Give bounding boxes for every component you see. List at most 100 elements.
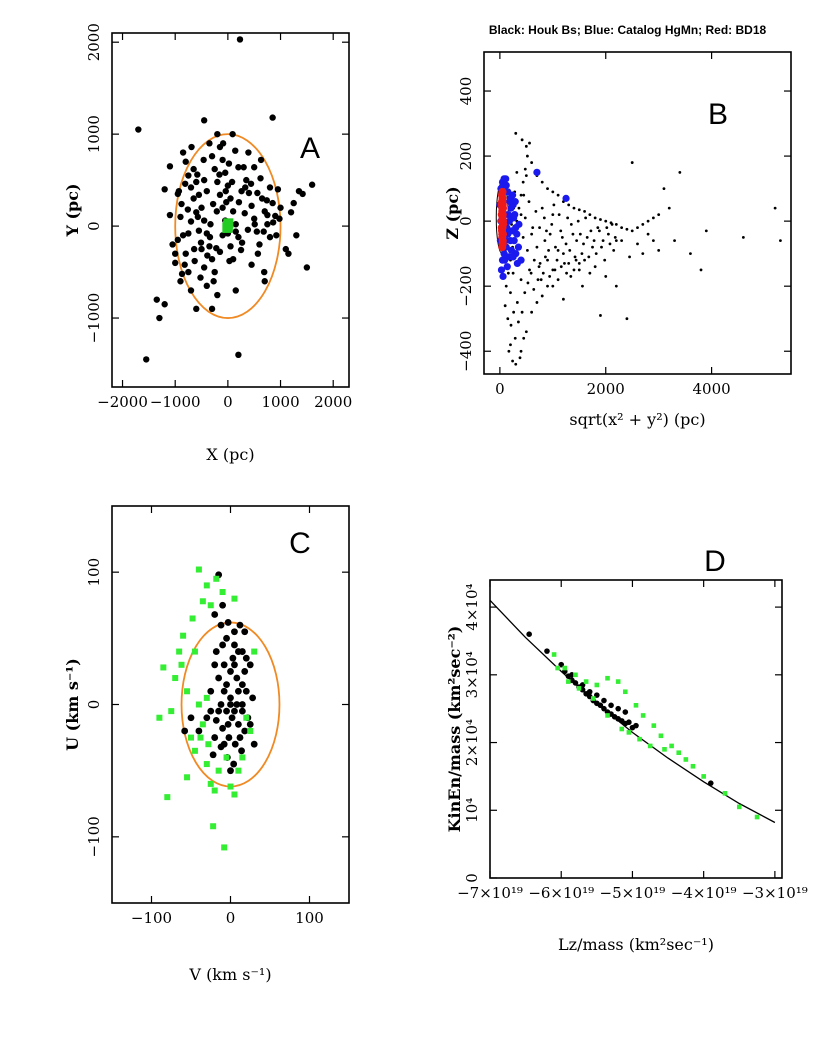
green-point [164, 794, 171, 801]
star-point [187, 184, 195, 191]
star-point [200, 217, 208, 224]
houk-point [628, 255, 631, 259]
star-point [235, 233, 242, 241]
y-tick-label: 100 [85, 558, 103, 587]
black-point [231, 707, 238, 715]
houk-point [773, 206, 777, 210]
y-tick-label: 4×10⁴ [463, 583, 481, 630]
houk-point [565, 271, 568, 275]
black-point [219, 641, 227, 649]
houk-point [521, 235, 525, 239]
black-point [227, 701, 234, 708]
black-point [229, 654, 237, 662]
houk-point [563, 262, 566, 265]
black-point [217, 621, 225, 629]
hgmn-point [499, 272, 507, 281]
star-point [232, 221, 239, 228]
houk-point [530, 310, 534, 314]
green-point [605, 675, 610, 681]
green-point [623, 689, 628, 695]
star-point [206, 140, 213, 147]
y-axis-label: U (km s⁻¹) [63, 658, 82, 751]
black-point [211, 611, 219, 618]
star-point [204, 252, 211, 259]
green-point [722, 791, 728, 796]
star-point [238, 239, 246, 246]
houk-point [507, 349, 511, 353]
houk-point [599, 218, 602, 221]
star-point [223, 198, 230, 206]
houk-point [534, 209, 538, 213]
x-tick-label: 4000 [693, 380, 731, 398]
houk-point [546, 284, 549, 288]
star-point [263, 197, 271, 204]
green-point [637, 736, 642, 742]
houk-point [532, 288, 536, 291]
green-point [184, 774, 191, 781]
green-point [658, 733, 664, 739]
bd18-point [498, 187, 507, 196]
x-axis-label: X (pc) [206, 445, 254, 464]
houk-point [620, 226, 624, 230]
houk-point [572, 206, 576, 210]
black-point [225, 734, 233, 741]
green-point [754, 814, 760, 820]
black-point [211, 661, 219, 669]
y-tick-label: 3×10⁴ [463, 651, 481, 698]
star-point [207, 221, 214, 228]
green-point [191, 648, 198, 655]
black-point [195, 727, 203, 735]
y-tick-label: 10⁴ [463, 798, 481, 823]
houk-point [552, 203, 556, 207]
black-point [242, 687, 250, 695]
houk-point [530, 161, 534, 164]
x-axis-label: V (km s⁻¹) [188, 965, 271, 984]
houk-point [551, 284, 555, 288]
black-point [622, 709, 629, 715]
y-tick-label: 0 [85, 700, 103, 710]
hgmn-point [533, 168, 541, 176]
green-point [736, 804, 742, 810]
star-point [194, 171, 201, 178]
star-point [269, 199, 276, 207]
green-point [239, 754, 246, 761]
houk-point [546, 187, 549, 191]
houk-point [741, 235, 745, 239]
black-point [241, 628, 249, 636]
houk-point [597, 229, 601, 233]
houk-point [548, 232, 552, 236]
houk-point [556, 278, 560, 282]
star-point [208, 305, 216, 313]
houk-point [517, 206, 521, 210]
y-tick-label: 400 [457, 77, 475, 106]
star-point [198, 204, 205, 211]
star-point [260, 228, 267, 235]
star-point [232, 228, 239, 235]
houk-point [537, 265, 541, 269]
black-point [220, 687, 228, 695]
black-point [220, 740, 228, 748]
star-point [191, 257, 198, 265]
houk-point [547, 249, 550, 252]
panel-letter: D [704, 545, 726, 578]
houk-point [520, 138, 524, 142]
hgmn-point [508, 191, 517, 199]
star-point [219, 204, 226, 211]
houk-point [524, 144, 528, 148]
houk-point [550, 222, 554, 226]
houk-point [614, 222, 618, 226]
star-point [235, 351, 242, 359]
star-point [182, 250, 189, 257]
green-point [199, 721, 206, 728]
star-point [181, 261, 188, 268]
star-point [190, 195, 197, 202]
houk-point [561, 297, 565, 301]
hgmn-point [502, 181, 510, 189]
houk-point [528, 268, 531, 272]
houk-point [509, 343, 512, 347]
black-point [249, 694, 257, 702]
star-point [182, 180, 189, 187]
star-point [240, 164, 247, 171]
x-axis-label: Lz/mass (km²sec⁻¹) [558, 935, 714, 954]
y-axis-label: KinEn/mass (km²sec⁻²) [445, 626, 464, 833]
